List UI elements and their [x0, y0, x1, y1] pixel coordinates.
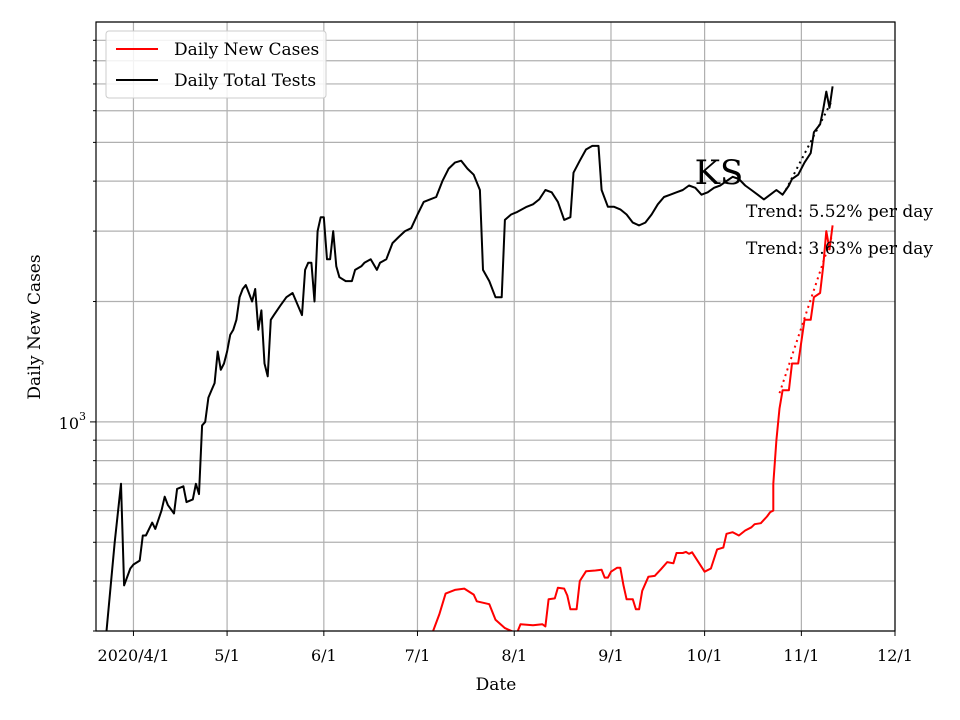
legend: Daily New Cases Daily Total Tests: [105, 30, 327, 99]
x-axis-label: Date: [476, 675, 517, 695]
legend-label-daily-total-tests: Daily Total Tests: [174, 71, 316, 91]
grid: [96, 21, 896, 632]
x-tick-label: 7/1: [405, 646, 431, 665]
x-tick-label: 8/1: [501, 646, 527, 665]
series-line-daily-total-tests: [105, 86, 834, 631]
series-line-daily-new-cases: [432, 225, 834, 631]
state-label: KS: [695, 153, 744, 193]
x-tick-label: 6/1: [311, 646, 337, 665]
x-tick-label: 5/1: [214, 646, 240, 665]
x-tick-label: 10/1: [687, 646, 723, 665]
series-layer: [105, 86, 834, 631]
y-axis-label: Daily New Cases: [25, 254, 45, 399]
x-tick-label: 9/1: [598, 646, 624, 665]
x-tick-label: 12/1: [877, 646, 913, 665]
trend-annotation-cases: Trend: 3.63% per day: [746, 239, 933, 259]
legend-box: [105, 30, 327, 99]
legend-label-daily-new-cases: Daily New Cases: [174, 40, 319, 60]
trend-annotation-tests: Trend: 5.52% per day: [746, 202, 933, 222]
x-tick-label: 11/1: [783, 646, 819, 665]
x-tick-label: 2020/4/1: [98, 646, 170, 665]
trend-line-0: [784, 99, 834, 191]
plot-frame: [95, 21, 896, 632]
trend-line-1: [778, 233, 834, 394]
